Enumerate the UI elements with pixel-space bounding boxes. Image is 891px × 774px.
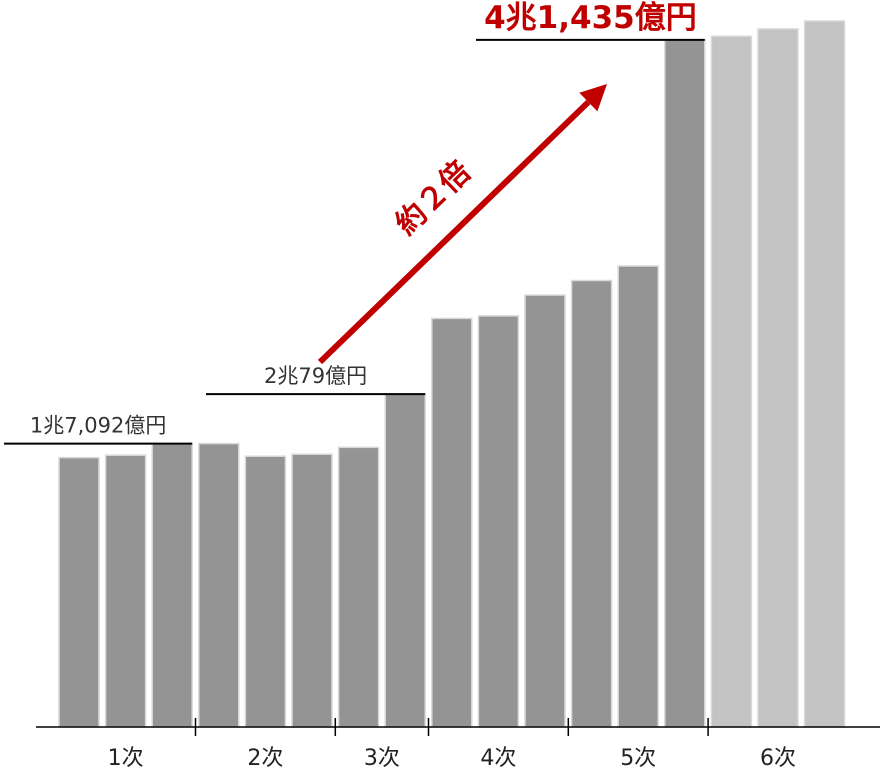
group-tick-label: 2次 — [247, 746, 283, 771]
group-tick-label: 5次 — [620, 746, 656, 771]
bar — [58, 456, 100, 728]
group-tick-label: 4次 — [480, 746, 516, 771]
bar — [664, 39, 706, 728]
bar — [617, 265, 659, 728]
value-annotation: 1兆7,092億円 — [30, 414, 166, 438]
x-axis: 1次 2次 3次 4次 5次 6次 — [36, 718, 880, 771]
group-tick-label: 3次 — [364, 746, 400, 771]
bar — [104, 454, 147, 728]
bar — [710, 35, 753, 728]
group-tick-label: 1次 — [108, 746, 144, 771]
bar — [198, 442, 240, 728]
bar — [757, 28, 799, 728]
growth-arrow-head — [579, 84, 607, 112]
bar — [384, 393, 426, 728]
value-annotation: 4兆1,435億円 — [484, 0, 697, 36]
bar — [291, 453, 333, 728]
bar — [244, 455, 287, 728]
bar — [524, 294, 566, 728]
bar — [803, 20, 846, 728]
bar — [151, 442, 193, 728]
growth-arrow-label: 約２倍 — [389, 154, 478, 242]
bar — [477, 315, 520, 728]
growth-arrow-shaft — [317, 99, 591, 365]
bars-layer — [58, 20, 846, 728]
bar — [431, 317, 473, 728]
bar — [570, 279, 613, 728]
bar — [337, 446, 380, 728]
group-tick-label: 6次 — [760, 746, 796, 771]
value-annotation: 2兆79億円 — [264, 364, 367, 388]
